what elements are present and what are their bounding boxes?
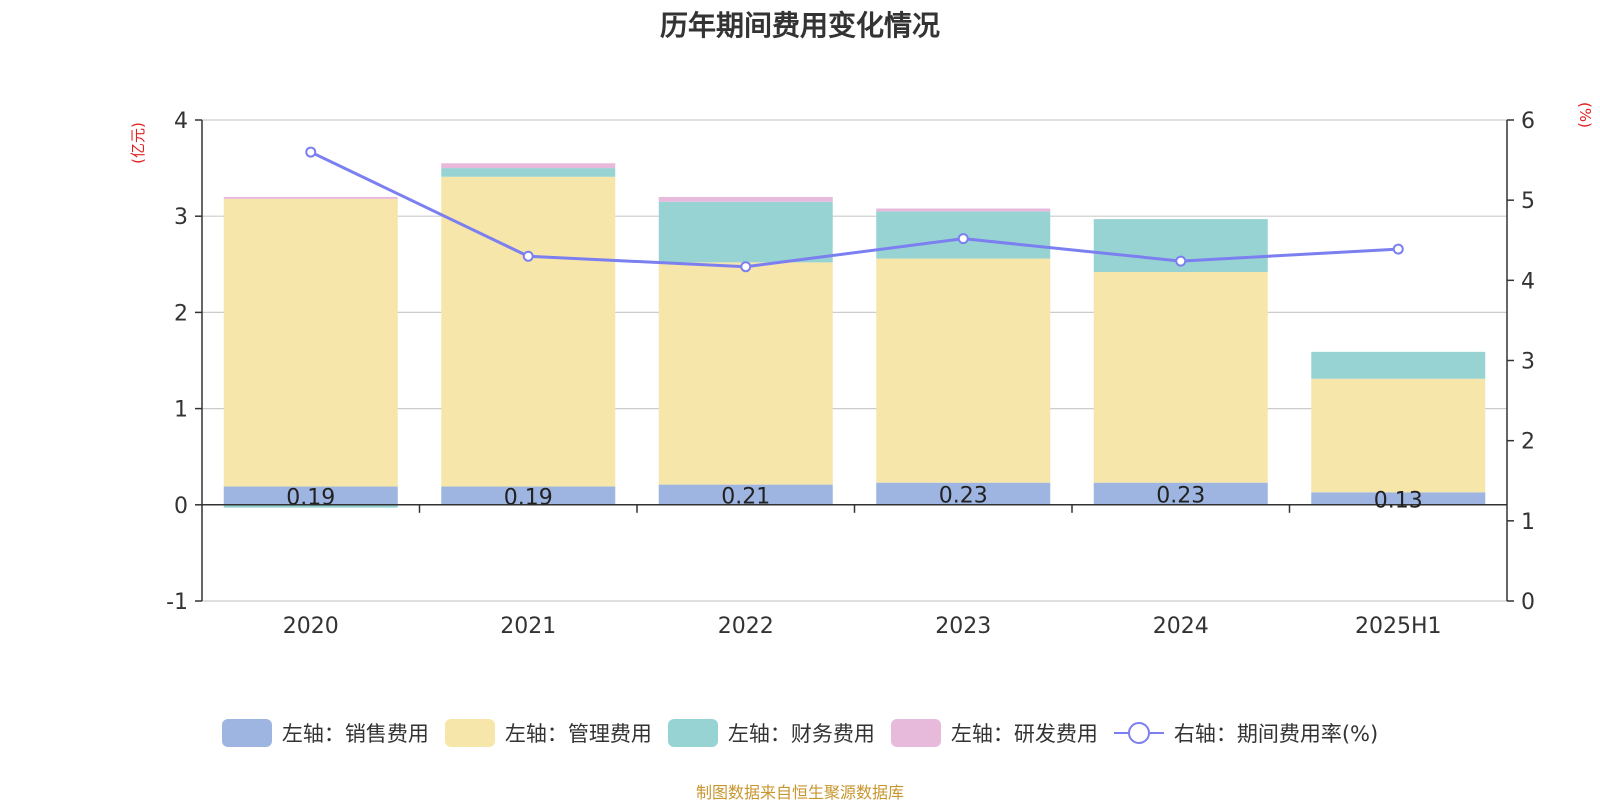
bar-segment-series-1 — [1093, 271, 1268, 483]
bar-segment-series-1 — [876, 258, 1051, 483]
right-axis-tick-label: 0 — [1521, 590, 1535, 615]
chart-title: 历年期间费用变化情况 — [659, 9, 940, 42]
legend-item-sales[interactable]: 左轴：销售费用 — [221, 718, 429, 748]
legend-label-admin: 左轴：管理费用 — [504, 722, 652, 746]
bar-segment-series-2 — [223, 504, 398, 508]
right-axis-label: (%) — [1576, 102, 1594, 128]
gridlines — [202, 119, 1507, 602]
bar-segment-series-0 — [1311, 492, 1486, 505]
legend: 左轴：销售费用 左轴：管理费用 左轴：财务费用 左轴：研发费用 右轴：期间费用率… — [0, 718, 1600, 748]
legend-item-rd[interactable]: 左轴：研发费用 — [890, 718, 1098, 748]
rate-line-point — [1175, 255, 1187, 267]
bar-segment-series-1 — [441, 176, 616, 487]
category-label: 2022 — [718, 614, 774, 639]
rate-line-point — [957, 233, 969, 245]
bar-value-labels: 0.19 0.19 0.21 0.23 0.23 0.13 — [286, 484, 1422, 514]
left-axis-tick-label: 4 — [174, 109, 188, 134]
bar-segment-series-1 — [658, 262, 833, 485]
axes: -1 0 1 2 3 4 0 1 2 3 4 5 6 2020 2021 2022 2023 2024 2025H1 — [166, 109, 1535, 639]
legend-item-rate[interactable]: 右轴：期间费用率(%) — [1113, 718, 1379, 748]
right-axis-tick-label: 3 — [1521, 350, 1535, 375]
legend-swatch-sales — [221, 719, 272, 747]
legend-swatch-finance — [667, 719, 718, 747]
right-axis-tick-label: 2 — [1521, 430, 1535, 455]
category-label: 2021 — [500, 614, 556, 639]
legend-item-finance[interactable]: 左轴：财务费用 — [667, 718, 875, 748]
legend-label-rd: 左轴：研发费用 — [950, 722, 1098, 746]
bar-segment-series-0 — [441, 486, 616, 505]
bar-segment-series-2 — [441, 168, 616, 177]
left-axis-label: (亿元) — [129, 122, 147, 164]
bar-series — [223, 163, 1486, 508]
legend-label-sales: 左轴：销售费用 — [281, 722, 429, 746]
bar-segment-series-0 — [658, 484, 833, 505]
chart-canvas: -1 0 1 2 3 4 0 1 2 3 4 5 6 2020 2021 2022 2023 2024 2025H1… — [129, 102, 1594, 639]
right-axis-tick-label: 4 — [1521, 269, 1535, 294]
expense-rate-line — [305, 146, 1404, 273]
rate-line-point — [740, 261, 752, 273]
right-axis-tick-label: 5 — [1521, 189, 1535, 214]
bar-segment-series-3 — [876, 208, 1051, 212]
legend-item-admin[interactable]: 左轴：管理费用 — [444, 718, 652, 748]
legend-label-rate: 右轴：期间费用率(%) — [1173, 722, 1379, 746]
legend-swatch-rd — [890, 719, 941, 747]
legend-line-marker-icon — [1113, 719, 1164, 747]
bar-segment-series-0 — [223, 486, 398, 505]
bar-segment-series-0 — [876, 482, 1051, 505]
bar-segment-series-1 — [223, 198, 398, 487]
left-axis-tick-label: 0 — [174, 494, 188, 519]
left-axis-tick-label: 3 — [174, 205, 188, 230]
rate-line-point — [522, 250, 534, 262]
legend-swatch-admin — [444, 719, 495, 747]
right-axis-tick-label: 6 — [1521, 109, 1535, 134]
category-label: 2020 — [283, 614, 339, 639]
rate-line-point — [1392, 243, 1404, 255]
bar-segment-series-0 — [1093, 482, 1268, 505]
left-axis-tick-label: 2 — [174, 301, 188, 326]
bar-segment-series-2 — [658, 201, 833, 263]
right-axis-tick-label: 1 — [1521, 510, 1535, 535]
bar-value-label: 0.21 — [721, 485, 770, 510]
bar-segment-series-3 — [223, 196, 398, 199]
bar-value-label: 0.19 — [504, 486, 553, 511]
bar-value-label: 0.23 — [939, 484, 988, 509]
category-label: 2024 — [1153, 614, 1209, 639]
category-label: 2023 — [935, 614, 991, 639]
left-axis-tick-label: -1 — [166, 590, 188, 615]
category-label: 2025H1 — [1355, 614, 1442, 639]
data-source-note: 制图数据来自恒生聚源数据库 — [695, 783, 904, 802]
left-axis-tick-label: 1 — [174, 398, 188, 423]
bar-value-label: 0.23 — [1156, 484, 1205, 509]
bar-segment-series-3 — [658, 196, 833, 202]
bar-segment-series-2 — [1311, 351, 1486, 379]
legend-label-finance: 左轴：财务费用 — [727, 722, 875, 746]
rate-line-path — [310, 150, 1399, 269]
bar-value-label: 0.13 — [1374, 489, 1423, 514]
bar-segment-series-1 — [1311, 378, 1486, 493]
rate-line-point — [305, 146, 317, 158]
bar-segment-series-3 — [441, 163, 616, 169]
bar-value-label: 0.19 — [286, 486, 335, 511]
